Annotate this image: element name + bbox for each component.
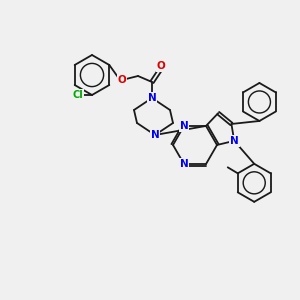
- Text: N: N: [180, 159, 188, 169]
- Text: N: N: [230, 136, 239, 146]
- Text: N: N: [180, 121, 188, 131]
- Text: O: O: [157, 61, 165, 71]
- Text: N: N: [148, 93, 156, 103]
- Text: Cl: Cl: [73, 90, 83, 100]
- Text: O: O: [118, 75, 126, 85]
- Text: N: N: [151, 130, 159, 140]
